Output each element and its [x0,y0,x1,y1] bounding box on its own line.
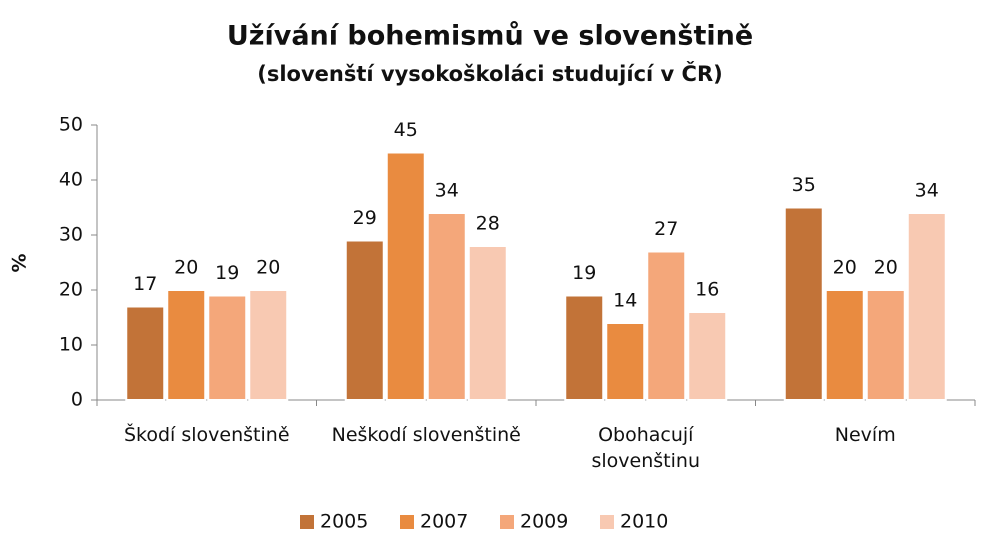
legend-label: 2010 [620,511,668,533]
value-label: 19 [215,262,239,284]
y-tick-label: 0 [71,389,83,411]
legend-label: 2009 [520,511,568,533]
value-label: 35 [792,174,816,196]
value-label: 34 [915,180,939,202]
bar [646,250,687,401]
value-label: 19 [572,262,596,284]
bar [865,289,906,401]
value-label: 16 [695,279,719,301]
bar [426,212,467,401]
bar [783,206,824,401]
value-label: 20 [256,257,280,279]
bar [467,245,508,401]
y-tick-label: 50 [59,114,83,136]
value-label: 29 [353,207,377,229]
bar [207,294,248,401]
value-label: 20 [833,257,857,279]
chart-title: Užívání bohemismů ve slovenštině [227,21,753,52]
y-tick-label: 30 [59,224,83,246]
chart-subtitle: (slovenští vysokoškoláci studující v ČR) [257,61,722,86]
legend-swatch [600,515,614,529]
value-label: 14 [613,290,637,312]
bar [344,239,385,401]
value-label: 27 [654,218,678,240]
x-tick-label: Neškodí slovenštině [331,424,521,446]
value-label: 45 [394,119,418,141]
legend-label: 2007 [420,511,468,533]
bar [906,212,947,401]
value-label: 20 [174,257,198,279]
value-label: 28 [476,213,500,235]
bar [564,294,605,401]
bar [824,289,865,401]
bar [125,305,166,401]
legend-label: 2005 [320,511,368,533]
value-label: 17 [133,273,157,295]
bar [166,289,207,401]
x-tick-label: Obohacují slovenštinu [591,424,701,472]
y-axis-label: % [9,253,31,272]
x-tick-label: Nevím [834,424,896,446]
bar [687,311,728,401]
legend-swatch [300,515,314,529]
legend-swatch [400,515,414,529]
bar [385,151,426,401]
x-tick-label: Škodí slovenštině [123,424,290,446]
bar [248,289,289,401]
value-label: 20 [874,257,898,279]
y-tick-label: 20 [59,279,83,301]
bar [605,322,646,401]
legend-swatch [500,515,514,529]
y-tick-label: 10 [59,334,83,356]
value-label: 34 [435,180,459,202]
y-tick-label: 40 [59,169,83,191]
